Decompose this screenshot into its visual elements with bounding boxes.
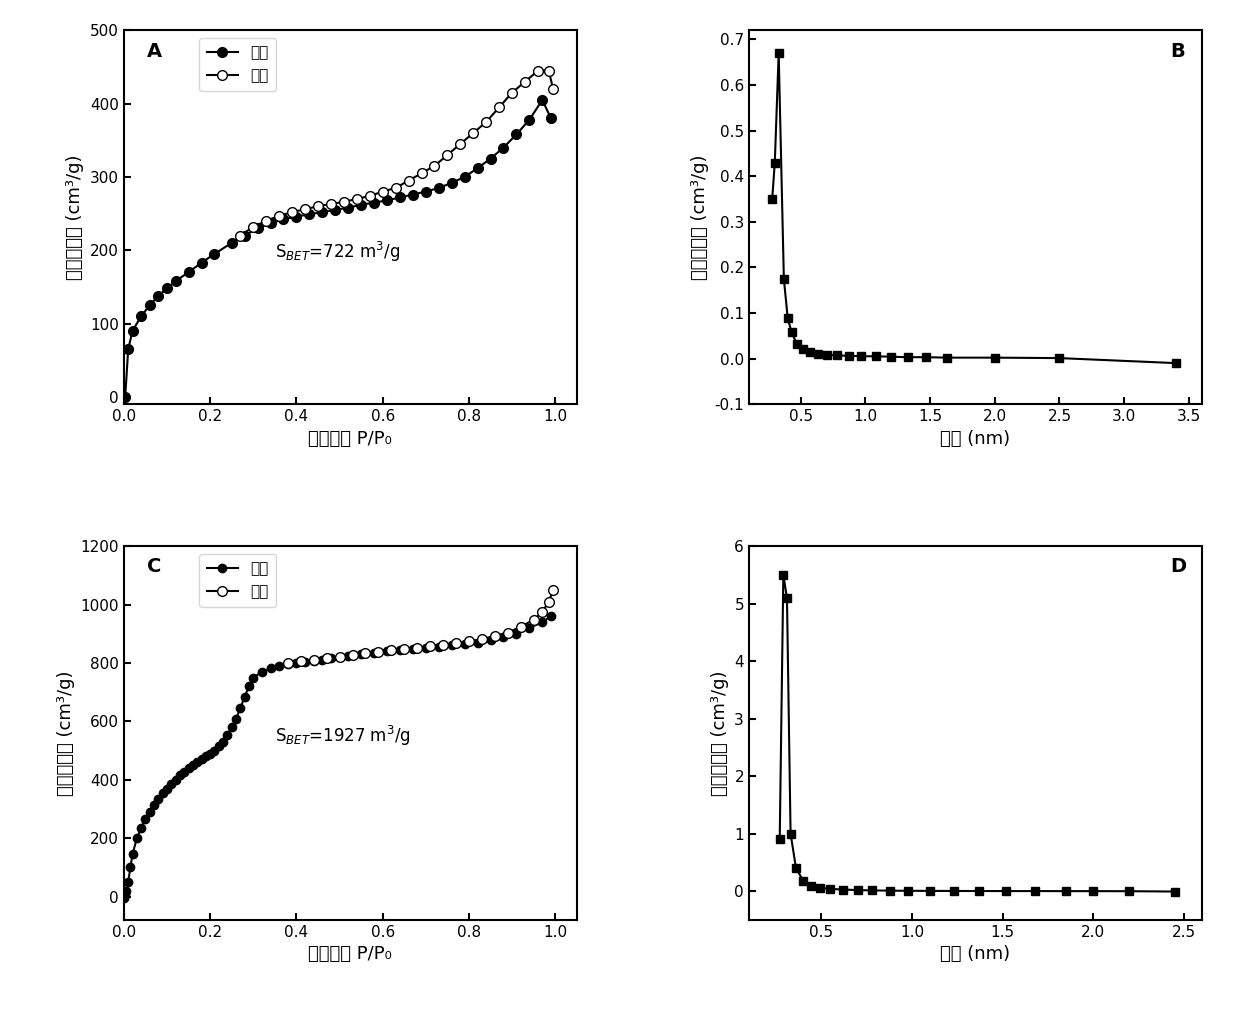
Text: C: C [146, 557, 161, 576]
Y-axis label: 孔体积增量 (cm³/g): 孔体积增量 (cm³/g) [711, 670, 729, 796]
Text: D: D [1170, 557, 1186, 576]
Text: S$_{BET}$=1927 m$^3$/g: S$_{BET}$=1927 m$^3$/g [275, 724, 410, 748]
Y-axis label: 孔体积增量 (cm³/g): 孔体积增量 (cm³/g) [691, 155, 709, 280]
X-axis label: 相对压力 P/P₀: 相对压力 P/P₀ [309, 430, 393, 448]
Text: B: B [1170, 41, 1184, 61]
Y-axis label: 氯气吸附量 (cm³/g): 氯气吸附量 (cm³/g) [57, 670, 76, 796]
Text: A: A [146, 41, 161, 61]
X-axis label: 相对压力 P/P₀: 相对压力 P/P₀ [309, 945, 393, 963]
Legend: 吸附, 脱附: 吸附, 脱附 [199, 38, 276, 91]
X-axis label: 孔径 (nm): 孔径 (nm) [940, 430, 1011, 448]
Legend: 吸附, 脱附: 吸附, 脱附 [199, 554, 276, 607]
Y-axis label: 氯气吸附量 (cm³/g): 氯气吸附量 (cm³/g) [67, 155, 84, 280]
X-axis label: 孔径 (nm): 孔径 (nm) [940, 945, 1011, 963]
Text: S$_{BET}$=722 m$^3$/g: S$_{BET}$=722 m$^3$/g [275, 240, 400, 264]
